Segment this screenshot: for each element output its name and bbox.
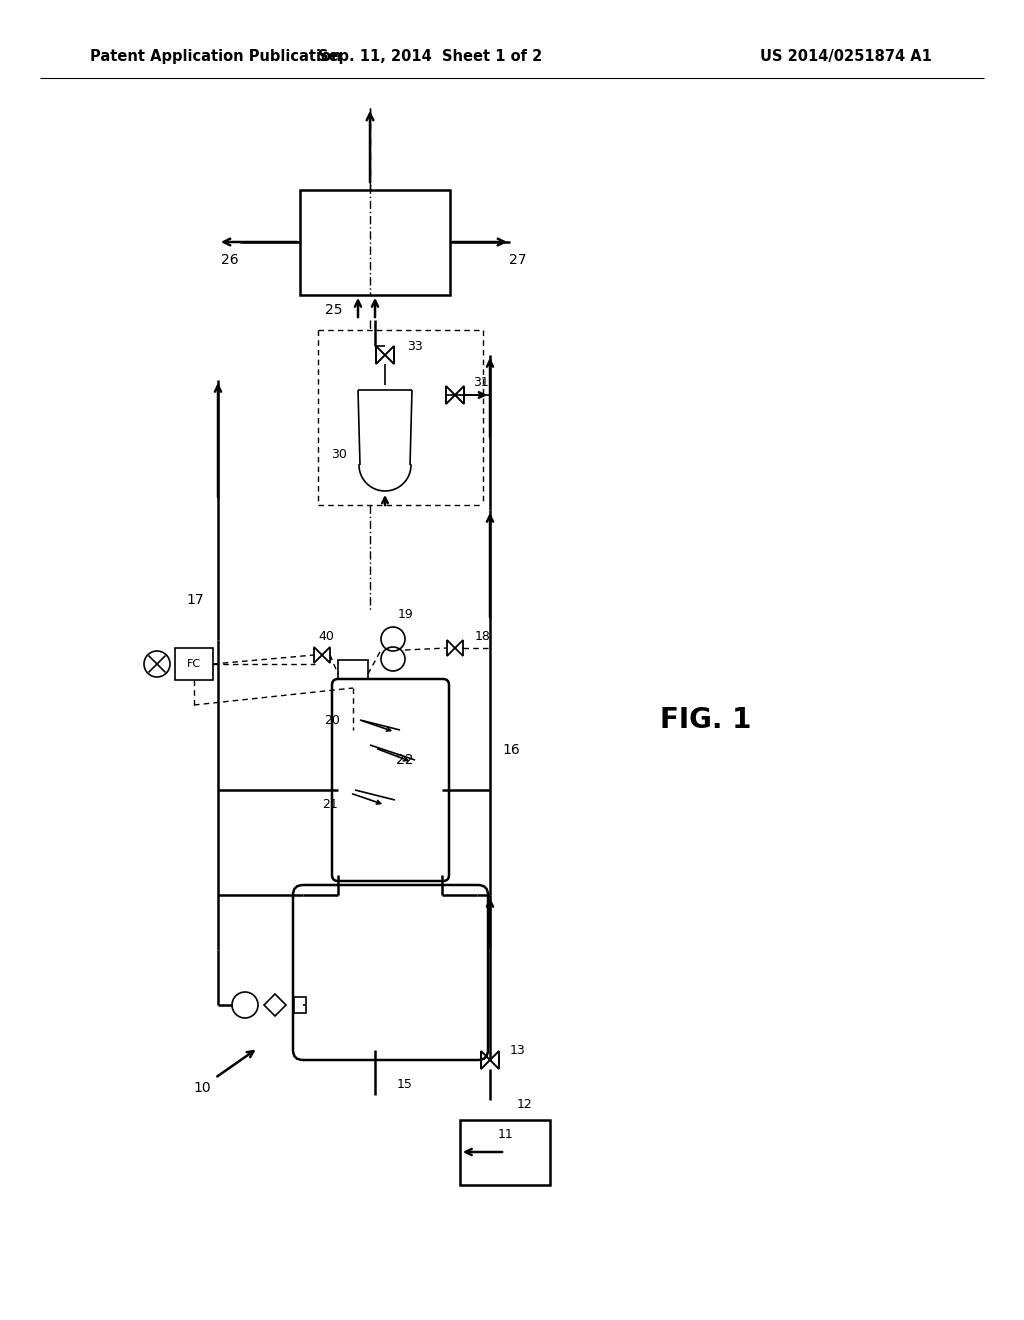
Text: US 2014/0251874 A1: US 2014/0251874 A1: [760, 49, 932, 65]
Bar: [338, 660, 368, 688]
Text: FIG. 1: FIG. 1: [660, 706, 752, 734]
Text: 30: 30: [331, 449, 347, 462]
Bar: [175, 648, 213, 680]
Bar: [294, 997, 306, 1012]
Text: 18: 18: [475, 630, 490, 643]
Text: 22: 22: [396, 752, 414, 767]
Text: 17: 17: [186, 593, 204, 607]
Text: 21: 21: [323, 799, 338, 812]
Text: 26: 26: [221, 253, 239, 267]
Text: 10: 10: [194, 1081, 211, 1096]
Text: FC: FC: [187, 659, 201, 669]
FancyBboxPatch shape: [332, 678, 449, 880]
Text: 27: 27: [509, 253, 526, 267]
Text: 31: 31: [473, 376, 488, 389]
Text: Patent Application Publication: Patent Application Publication: [90, 49, 341, 65]
Text: 12: 12: [517, 1098, 532, 1111]
Text: 13: 13: [510, 1044, 525, 1056]
Text: 16: 16: [502, 743, 520, 756]
Bar: [460, 1119, 550, 1185]
Bar: [300, 190, 450, 294]
Text: 15: 15: [397, 1078, 413, 1092]
FancyBboxPatch shape: [293, 884, 488, 1060]
Text: 19: 19: [398, 609, 414, 622]
Text: 40: 40: [318, 631, 334, 644]
Text: 11: 11: [498, 1127, 514, 1140]
Text: 25: 25: [325, 304, 342, 317]
Text: Sep. 11, 2014  Sheet 1 of 2: Sep. 11, 2014 Sheet 1 of 2: [317, 49, 542, 65]
Text: 20: 20: [325, 714, 340, 726]
Text: 33: 33: [407, 341, 423, 354]
